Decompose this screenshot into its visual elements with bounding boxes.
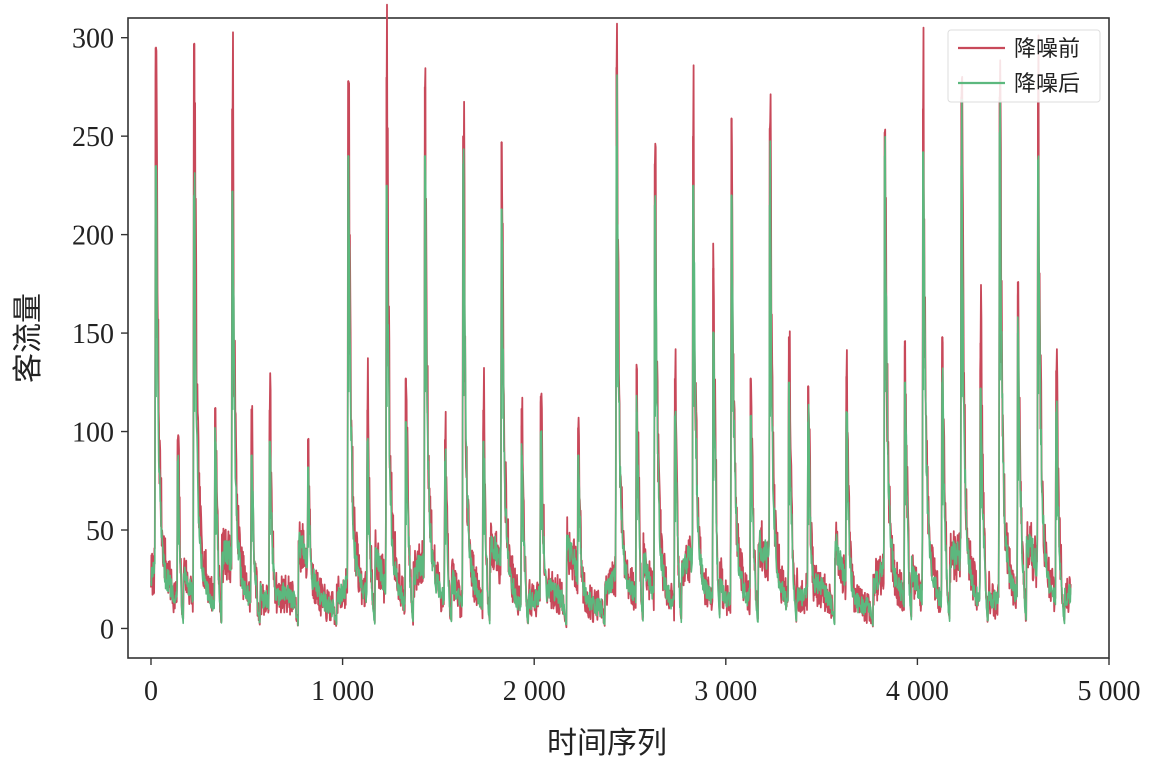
x-tick-label: 1 000 bbox=[311, 676, 374, 707]
x-tick-label: 5 000 bbox=[1078, 676, 1141, 707]
y-tick-label: 150 bbox=[72, 319, 114, 350]
y-tick-label: 100 bbox=[72, 418, 114, 449]
y-tick-label: 200 bbox=[72, 221, 114, 252]
series-layer bbox=[150, 3, 1072, 629]
y-tick-label: 250 bbox=[72, 122, 114, 153]
x-tick-label: 0 bbox=[144, 676, 158, 707]
series-line-0 bbox=[150, 3, 1072, 629]
legend-label-after: 降噪后 bbox=[1014, 72, 1080, 97]
y-axis: 0 50 100 150 200 250 300 bbox=[72, 24, 128, 645]
y-tick-label: 0 bbox=[100, 614, 114, 645]
plot-area bbox=[127, 3, 1110, 659]
plot-frame bbox=[127, 17, 1110, 659]
x-axis-label: 时间序列 bbox=[547, 726, 667, 761]
y-axis-label: 客流量 bbox=[11, 293, 46, 383]
x-tick-label: 4 000 bbox=[886, 676, 949, 707]
series-line-1 bbox=[150, 74, 1072, 627]
legend: 降噪前 降噪后 bbox=[947, 29, 1101, 103]
x-axis: 0 1 000 2 000 3 000 4 000 5 000 bbox=[144, 658, 1141, 707]
y-tick-label: 300 bbox=[72, 24, 114, 55]
x-tick-label: 3 000 bbox=[694, 676, 757, 707]
y-tick-label: 50 bbox=[86, 516, 114, 547]
legend-label-before: 降噪前 bbox=[1014, 37, 1080, 62]
x-tick-label: 2 000 bbox=[503, 676, 566, 707]
